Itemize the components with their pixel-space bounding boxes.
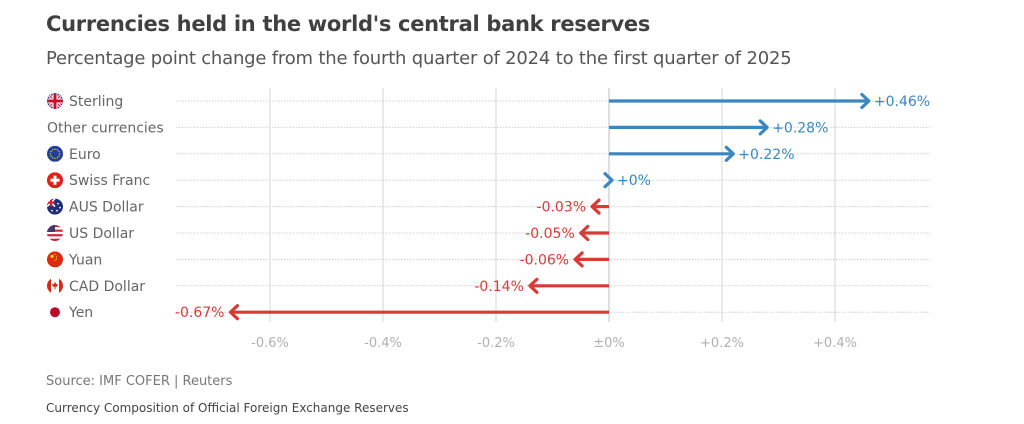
category-label: Yuan (68, 252, 102, 268)
category-label: Yen (68, 305, 93, 321)
arrow-head (758, 119, 769, 136)
arrow-head (590, 198, 601, 215)
chart-row: Sterling +0.46% (47, 92, 930, 110)
value-label: -0.06% (520, 252, 570, 268)
japan-flag-icon (50, 307, 60, 318)
category-label: AUS Dollar (69, 200, 144, 216)
chart-row: CAD Dollar -0.14% (47, 277, 930, 295)
value-label: +0.22% (738, 147, 794, 163)
category-label: Other currencies (47, 120, 164, 136)
chart-row: Other currencies +0.28% (47, 119, 930, 136)
chart-row: Yen -0.67% (50, 304, 930, 321)
x-tick-label: ±0% (593, 336, 625, 351)
category-label: Sterling (69, 94, 123, 110)
chart-row: Yuan -0.06% (47, 251, 930, 268)
arrow-head (528, 277, 539, 294)
swiss-flag-icon (47, 172, 63, 189)
arrow-head (573, 251, 584, 268)
value-label: -0.14% (474, 279, 524, 295)
x-tick-label: +0.4% (813, 336, 857, 351)
category-label: Swiss Franc (69, 173, 150, 189)
category-label: Euro (69, 147, 101, 163)
value-label: -0.67% (175, 305, 225, 321)
x-tick-label: -0.2% (477, 336, 515, 351)
arrow-head (579, 224, 590, 242)
value-label: +0.28% (772, 120, 828, 136)
x-tick-label: -0.4% (364, 336, 402, 351)
chart-subtitle: Percentage point change from the fourth … (46, 48, 792, 69)
chart-row: US Dollar -0.05% (47, 224, 930, 242)
chart-row: Swiss Franc +0% (47, 172, 930, 189)
x-tick-label: +0.2% (700, 336, 744, 351)
source-note: Source: IMF COFER | Reuters (46, 374, 233, 389)
chart-row: AUS Dollar -0.03% (47, 198, 930, 216)
dataset-note: Currency Composition of Official Foreign… (46, 401, 409, 415)
chart-row: Euro +0.22% (47, 145, 930, 163)
value-label: -0.03% (537, 200, 587, 216)
value-label: +0.46% (874, 94, 930, 110)
category-label: US Dollar (69, 226, 134, 242)
eu-flag-icon (47, 145, 63, 162)
value-label: -0.05% (525, 226, 575, 242)
category-label: CAD Dollar (69, 279, 145, 295)
arrow-head (228, 304, 240, 321)
chart-title: Currencies held in the world's central b… (46, 12, 651, 36)
arrow-head (860, 92, 871, 110)
row-layer: Sterling +0.46% Other currencies +0.28% Euro… (47, 92, 930, 321)
uk-flag-icon (47, 93, 63, 109)
canada-flag-icon (47, 277, 63, 294)
arrow-head (603, 172, 614, 189)
china-flag-icon (47, 251, 63, 268)
australia-flag-icon (47, 198, 63, 215)
value-label: +0% (617, 173, 651, 189)
us-flag-icon (47, 225, 63, 241)
x-axis: -0.6% -0.4% -0.2% ±0% +0.2% +0.4% (251, 336, 857, 351)
arrow-head (724, 145, 735, 162)
x-tick-label: -0.6% (251, 336, 289, 351)
